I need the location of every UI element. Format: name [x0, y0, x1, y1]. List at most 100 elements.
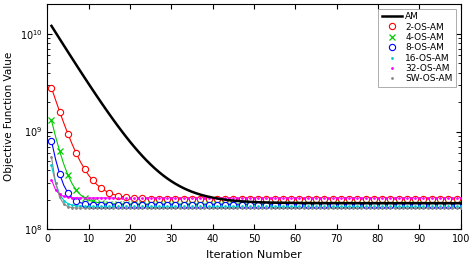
4-OS-AM: [65, 174, 71, 177]
16-OS-AM: [297, 205, 302, 208]
2-OS-AM: [313, 197, 319, 200]
2-OS-AM: [131, 196, 137, 200]
4-OS-AM: [363, 202, 368, 206]
X-axis label: Iteration Number: Iteration Number: [206, 250, 302, 260]
4-OS-AM: [123, 202, 129, 205]
4-OS-AM: [388, 202, 393, 206]
2-OS-AM: [156, 197, 162, 200]
2-OS-AM: [330, 197, 336, 200]
8-OS-AM: [49, 139, 55, 143]
Line: 16-OS-AM: 16-OS-AM: [50, 164, 462, 208]
8-OS-AM: [272, 203, 277, 206]
2-OS-AM: [346, 197, 352, 200]
8-OS-AM: [131, 203, 137, 206]
2-OS-AM: [338, 197, 344, 200]
8-OS-AM: [115, 203, 120, 206]
Y-axis label: Objective Function Value: Objective Function Value: [4, 52, 14, 181]
Line: 32-OS-AM: 32-OS-AM: [50, 178, 462, 199]
16-OS-AM: [144, 205, 149, 208]
8-OS-AM: [280, 203, 286, 206]
2-OS-AM: [396, 197, 401, 200]
2-OS-AM: [230, 197, 236, 200]
8-OS-AM: [396, 203, 401, 206]
2-OS-AM: [264, 197, 269, 200]
2-OS-AM: [420, 197, 426, 200]
8-OS-AM: [107, 203, 112, 206]
8-OS-AM: [239, 203, 245, 206]
2-OS-AM: [73, 152, 79, 155]
2-OS-AM: [454, 197, 459, 200]
8-OS-AM: [206, 203, 211, 206]
2-OS-AM: [247, 197, 253, 200]
8-OS-AM: [379, 203, 385, 206]
4-OS-AM: [247, 202, 253, 206]
4-OS-AM: [131, 202, 137, 205]
8-OS-AM: [363, 203, 368, 206]
4-OS-AM: [280, 202, 286, 206]
8-OS-AM: [230, 203, 236, 206]
AM: [49, 24, 55, 27]
8-OS-AM: [214, 203, 219, 206]
8-OS-AM: [148, 203, 154, 206]
2-OS-AM: [355, 197, 360, 200]
2-OS-AM: [49, 86, 55, 89]
32-OS-AM: [144, 196, 149, 200]
4-OS-AM: [346, 202, 352, 206]
2-OS-AM: [429, 197, 435, 200]
16-OS-AM: [458, 205, 464, 208]
4-OS-AM: [98, 201, 104, 205]
2-OS-AM: [379, 197, 385, 200]
2-OS-AM: [115, 194, 120, 197]
2-OS-AM: [181, 197, 187, 200]
8-OS-AM: [437, 203, 443, 206]
8-OS-AM: [65, 191, 71, 195]
4-OS-AM: [255, 202, 261, 206]
AM: [425, 202, 430, 205]
8-OS-AM: [139, 203, 145, 206]
Legend: AM, 2-OS-AM, 4-OS-AM, 8-OS-AM, 16-OS-AM, 32-OS-AM, SW-OS-AM: AM, 2-OS-AM, 4-OS-AM, 8-OS-AM, 16-OS-AM,…: [378, 9, 456, 87]
2-OS-AM: [82, 167, 87, 171]
Line: 8-OS-AM: 8-OS-AM: [48, 138, 460, 208]
8-OS-AM: [264, 203, 269, 206]
8-OS-AM: [297, 203, 302, 206]
4-OS-AM: [115, 202, 120, 205]
16-OS-AM: [49, 164, 55, 167]
8-OS-AM: [313, 203, 319, 206]
2-OS-AM: [305, 197, 310, 200]
8-OS-AM: [355, 203, 360, 206]
32-OS-AM: [297, 196, 302, 200]
8-OS-AM: [371, 203, 377, 206]
2-OS-AM: [255, 197, 261, 200]
2-OS-AM: [272, 197, 277, 200]
Line: 2-OS-AM: 2-OS-AM: [48, 85, 460, 202]
8-OS-AM: [98, 203, 104, 206]
4-OS-AM: [446, 202, 451, 206]
4-OS-AM: [437, 202, 443, 206]
8-OS-AM: [156, 203, 162, 206]
8-OS-AM: [181, 203, 187, 206]
SW-OS-AM: [458, 206, 464, 210]
2-OS-AM: [214, 197, 219, 200]
8-OS-AM: [388, 203, 393, 206]
Line: AM: AM: [52, 26, 461, 203]
8-OS-AM: [197, 203, 203, 206]
2-OS-AM: [90, 179, 96, 182]
SW-OS-AM: [429, 206, 435, 210]
2-OS-AM: [404, 197, 410, 200]
2-OS-AM: [280, 197, 286, 200]
2-OS-AM: [222, 197, 228, 200]
4-OS-AM: [321, 202, 327, 206]
2-OS-AM: [65, 133, 71, 136]
8-OS-AM: [73, 199, 79, 202]
2-OS-AM: [371, 197, 377, 200]
2-OS-AM: [239, 197, 245, 200]
32-OS-AM: [429, 196, 435, 200]
4-OS-AM: [90, 200, 96, 203]
32-OS-AM: [441, 196, 447, 200]
4-OS-AM: [297, 202, 302, 206]
4-OS-AM: [379, 202, 385, 206]
AM: [259, 201, 265, 204]
4-OS-AM: [305, 202, 310, 206]
4-OS-AM: [371, 202, 377, 206]
4-OS-AM: [107, 202, 112, 205]
